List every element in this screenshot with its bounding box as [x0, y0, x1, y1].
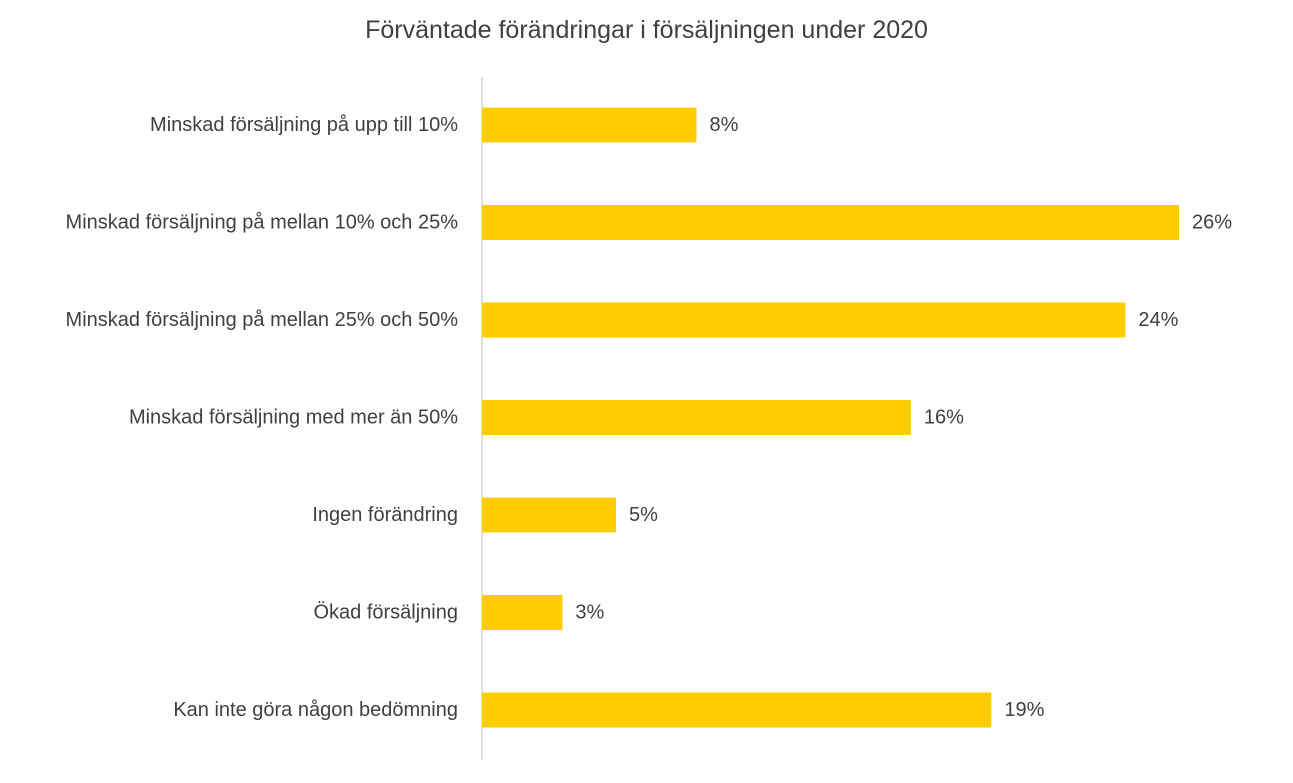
chart-title: Förväntade förändringar i försäljningen … — [365, 16, 928, 44]
data-label: 16% — [924, 407, 964, 429]
data-label: 24% — [1138, 309, 1178, 331]
data-label: 5% — [629, 504, 658, 526]
category-label: Minskad försäljning på mellan 25% och 50… — [66, 309, 459, 331]
bar — [482, 302, 1126, 338]
bar — [482, 497, 617, 533]
data-label: 26% — [1192, 212, 1232, 234]
category-label: Minskad försäljning på mellan 10% och 25… — [66, 212, 459, 234]
bar — [482, 107, 697, 143]
category-label: Minskad försäljning med mer än 50% — [129, 407, 458, 429]
data-label: 19% — [1004, 699, 1044, 721]
category-label: Ökad försäljning — [313, 602, 458, 624]
bar — [482, 400, 911, 435]
data-label: 8% — [709, 114, 738, 136]
bar — [482, 205, 1179, 240]
data-label: 3% — [575, 602, 604, 624]
category-label: Ingen förändring — [312, 504, 458, 526]
category-label: Kan inte göra någon bedömning — [173, 699, 458, 721]
bar — [482, 595, 563, 630]
bar — [482, 692, 992, 728]
category-label: Minskad försäljning på upp till 10% — [150, 114, 458, 136]
